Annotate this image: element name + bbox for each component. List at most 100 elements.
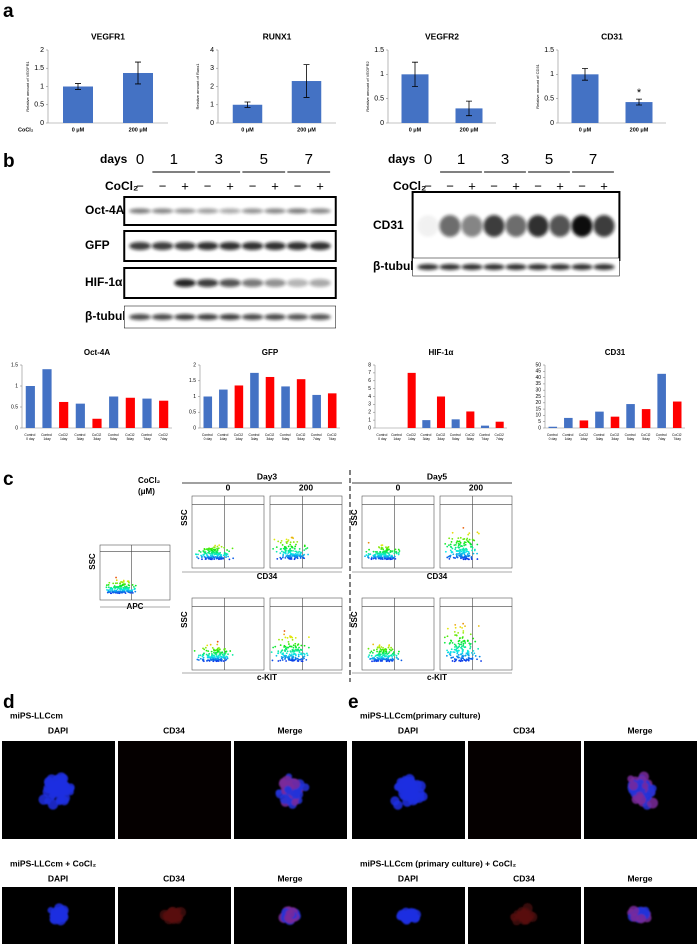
event-dot xyxy=(464,556,467,558)
dose-label: 200 xyxy=(299,482,313,492)
event-dot xyxy=(208,547,211,550)
event-dot xyxy=(469,645,472,648)
event-dot xyxy=(458,551,461,554)
y-tick-label: 1 xyxy=(210,102,214,109)
label-line: 7day xyxy=(160,437,168,441)
event-dot xyxy=(368,553,371,556)
event-dot xyxy=(277,660,280,662)
event-dot xyxy=(292,541,295,543)
band xyxy=(417,264,439,270)
event-dot xyxy=(466,639,469,642)
event-dot xyxy=(369,658,371,660)
event-dot xyxy=(307,646,310,649)
label-line: CoCl2 xyxy=(579,433,589,437)
chart-title: Oct-4A xyxy=(84,348,110,357)
treatment-sign: − xyxy=(490,178,498,193)
event-dot xyxy=(454,546,457,549)
event-dot xyxy=(388,655,391,657)
x-tick-label: Control 3day xyxy=(594,433,606,441)
event-dot xyxy=(273,538,276,541)
event-dot xyxy=(463,538,466,540)
event-dot xyxy=(460,555,463,558)
event-dot xyxy=(469,542,472,545)
event-dot xyxy=(294,656,297,659)
bar xyxy=(564,417,573,428)
event-dot xyxy=(454,658,457,661)
event-dot xyxy=(291,656,293,659)
days-label: days xyxy=(100,152,128,166)
event-dot xyxy=(280,558,282,560)
label-line: Control xyxy=(376,433,388,437)
event-dot xyxy=(444,542,447,545)
event-dot xyxy=(379,650,382,653)
event-dot xyxy=(367,647,370,650)
band xyxy=(219,208,241,214)
event-dot xyxy=(279,659,282,662)
event-dot xyxy=(463,640,466,643)
row-title: miPS-LLCcm(primary culture) xyxy=(360,710,481,720)
x-tick-label: CoCl2 3day xyxy=(436,433,446,441)
band xyxy=(129,242,151,250)
event-dot xyxy=(451,660,454,662)
event-dot xyxy=(449,652,452,655)
y-tick-label: 1.5 xyxy=(11,362,18,368)
event-dot xyxy=(378,658,381,661)
band xyxy=(129,314,151,320)
event-dot xyxy=(449,654,452,657)
event-dot xyxy=(462,630,465,632)
event-dot xyxy=(306,654,309,657)
event-dot xyxy=(461,545,464,548)
event-dot xyxy=(218,544,221,547)
event-dot xyxy=(302,557,305,559)
event-dot xyxy=(207,650,210,653)
cell xyxy=(275,789,282,796)
event-dot xyxy=(382,548,385,551)
y-tick-label: 50 xyxy=(535,362,541,368)
label-line: 1day xyxy=(220,437,228,441)
band xyxy=(571,264,593,270)
x-tick-label: CoCl2 3day xyxy=(610,433,620,441)
event-dot xyxy=(208,552,211,555)
y-tick-label: 0 xyxy=(193,425,196,431)
treatment-label: CoCl₂ xyxy=(138,476,161,485)
day-label: 1 xyxy=(457,151,465,168)
label-line: 1day xyxy=(235,437,243,441)
channel-label: Merge xyxy=(627,873,652,883)
event-dot xyxy=(285,538,288,541)
label-line: CoCl2 xyxy=(125,433,135,437)
event-dot xyxy=(216,547,218,550)
event-dot xyxy=(301,660,304,663)
treatment-sign: + xyxy=(468,178,476,193)
event-dot xyxy=(461,645,463,648)
event-dot xyxy=(209,643,212,646)
label-line: CoCl2 xyxy=(58,433,68,437)
treatment-sign: − xyxy=(294,178,302,193)
event-dot xyxy=(203,555,206,558)
cell xyxy=(47,907,54,914)
event-dot xyxy=(213,556,216,559)
bar xyxy=(626,404,635,428)
event-dot xyxy=(281,659,284,661)
event-dot xyxy=(201,655,204,658)
event-dot xyxy=(449,641,452,644)
event-dot xyxy=(303,644,306,647)
event-dot xyxy=(282,555,285,557)
event-dot xyxy=(456,540,459,543)
event-dot xyxy=(279,644,282,647)
channel-label: CD34 xyxy=(513,725,535,735)
cell xyxy=(649,784,657,793)
event-dot xyxy=(451,641,454,644)
label-line: Control xyxy=(594,433,606,437)
event-dot xyxy=(272,646,275,649)
event-dot xyxy=(283,630,286,632)
event-dot xyxy=(400,659,403,662)
label-line: CoCl2 xyxy=(672,433,682,437)
label-line: Control xyxy=(217,433,229,437)
bar xyxy=(265,376,275,428)
event-dot xyxy=(370,650,373,653)
event-dot xyxy=(287,545,290,548)
y-tick-label: 0.5 xyxy=(34,102,44,109)
event-dot xyxy=(373,658,376,660)
event-dot xyxy=(457,546,460,549)
event-dot xyxy=(455,550,458,552)
